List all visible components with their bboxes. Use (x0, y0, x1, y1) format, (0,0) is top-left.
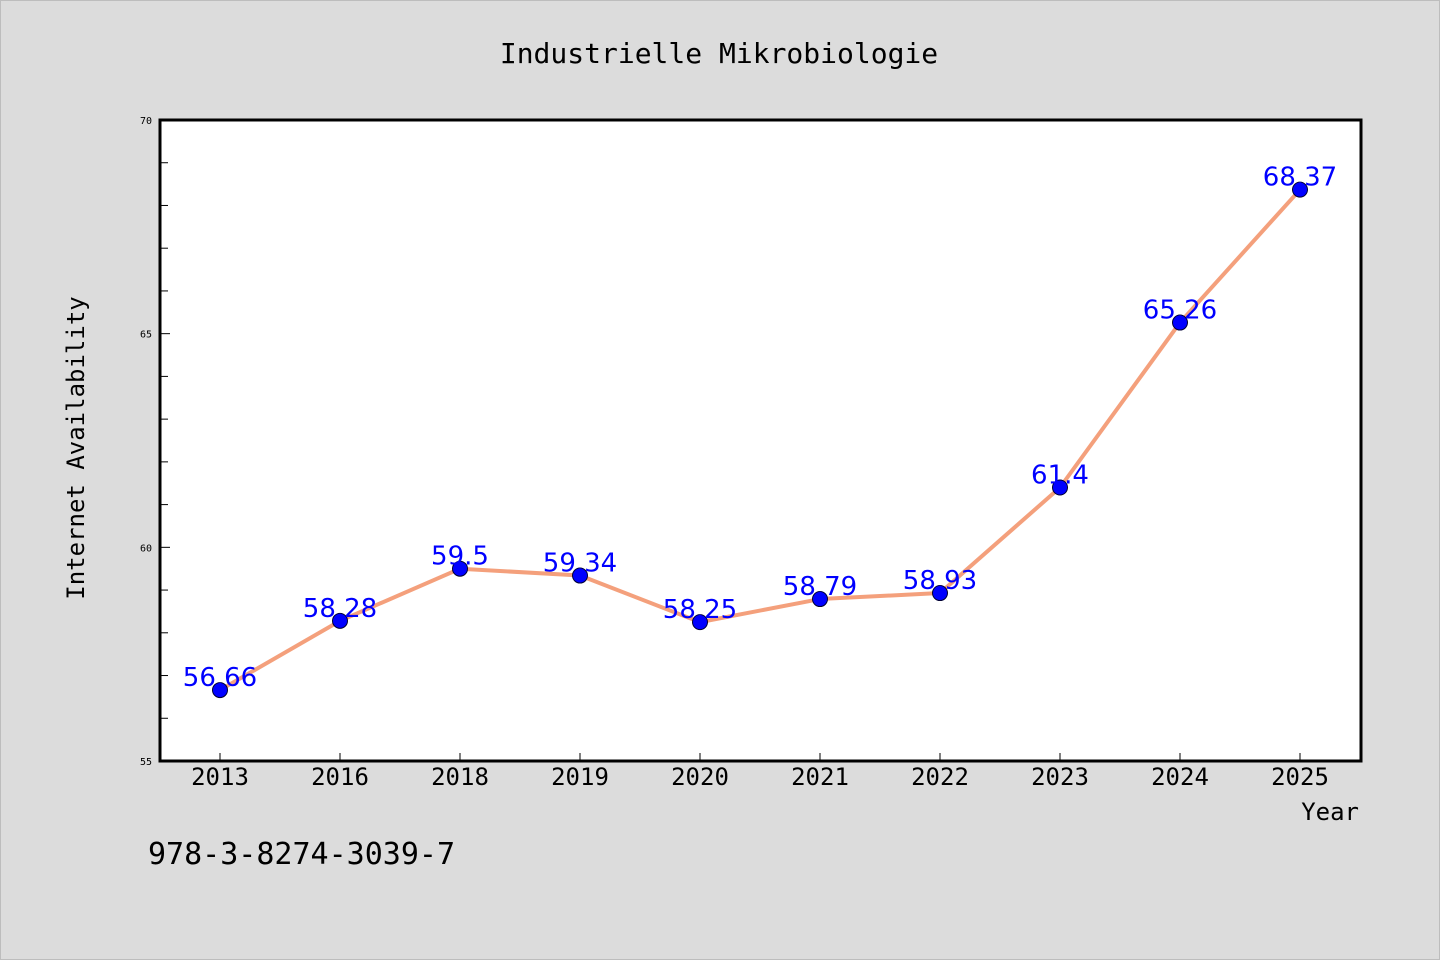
x-tick-labels: 2013 2016 2018 2019 2020 2021 2022 2023 2024 2025 (191, 763, 1329, 791)
data-point-marker (332, 612, 348, 629)
data-label: 59.5 (431, 542, 489, 572)
x-tick-label: 2019 (551, 763, 609, 791)
data-label: 65.26 (1143, 296, 1217, 326)
data-label: 58.28 (303, 594, 377, 624)
data-label: 68.37 (1263, 163, 1337, 193)
data-point-marker (1292, 181, 1308, 198)
y-tick-label: 65 (140, 330, 152, 341)
data-label: 56.66 (183, 663, 257, 693)
x-tick-label: 2021 (791, 763, 849, 791)
y-tick-label: 70 (140, 116, 152, 127)
y-tick-labels: 55 60 65 70 (140, 116, 152, 768)
y-tick-label: 60 (140, 543, 152, 554)
x-tick-label: 2020 (671, 763, 729, 791)
x-tick-label: 2025 (1271, 763, 1329, 791)
data-label: 58.79 (783, 572, 857, 602)
isbn-annotation: 978-3-8274-3039-7 (148, 837, 455, 872)
plot-area (160, 120, 1361, 761)
chart-title: Industrielle Mikrobiologie (500, 37, 938, 70)
x-tick-label: 2013 (191, 763, 249, 791)
y-axis-label: Internet Availability (62, 296, 90, 599)
y-tick-label: 55 (140, 757, 152, 768)
series-markers (212, 181, 1308, 699)
plot-border (158, 118, 1363, 763)
data-point-marker (452, 560, 468, 577)
x-tick-label: 2016 (311, 763, 369, 791)
data-point-marker (572, 567, 588, 584)
data-point-marker (212, 682, 228, 699)
data-point-marker (932, 585, 948, 602)
data-label: 58.25 (663, 595, 737, 625)
series-polyline (218, 187, 1302, 693)
data-label: 61.4 (1031, 461, 1089, 491)
x-tick-label: 2022 (911, 763, 969, 791)
x-tick-label: 2018 (431, 763, 489, 791)
x-tick-label: 2024 (1151, 763, 1209, 791)
series-line (218, 187, 1302, 693)
data-point-marker (1172, 314, 1188, 331)
data-point-marker (812, 591, 828, 608)
x-tick-label: 2023 (1031, 763, 1089, 791)
data-label: 59.34 (543, 549, 617, 579)
data-point-marker (692, 614, 708, 631)
data-label: 58.93 (903, 566, 977, 596)
data-point-marker (1052, 479, 1068, 496)
x-axis-label: Year (1301, 798, 1359, 826)
data-labels: 56.66 58.28 59.5 59.34 58.25 58.79 58.93 61.4 65… (183, 163, 1337, 693)
